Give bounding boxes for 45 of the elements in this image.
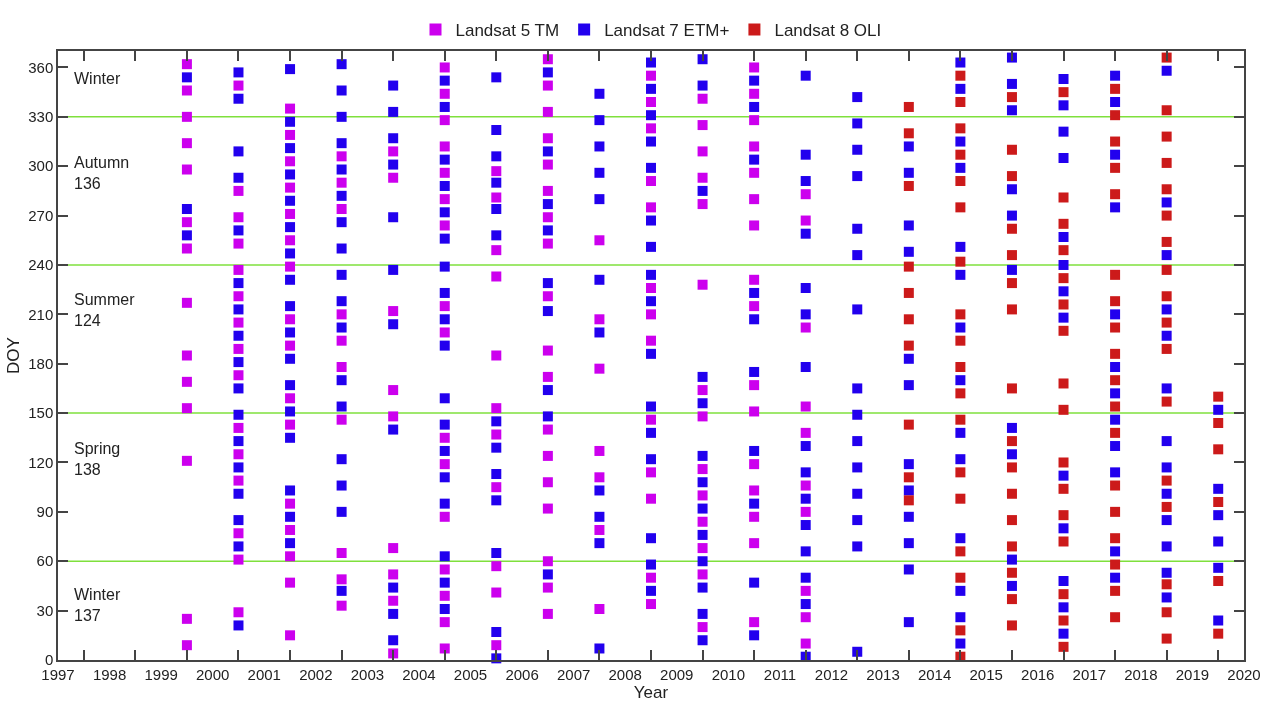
x-tick-label: 1998: [92, 665, 127, 683]
legend-label: Landsat 7 ETM+: [604, 21, 730, 41]
x-tick-label: 2008: [608, 665, 642, 683]
x-tick-label: 2017: [1072, 665, 1106, 683]
y-tick-label: 180: [28, 354, 54, 372]
x-tick-label: 2019: [1175, 665, 1210, 683]
y-tick-label: 120: [28, 453, 54, 471]
x-tick-label: 2020: [1227, 665, 1261, 683]
annotation: Winter 137: [74, 586, 121, 624]
y-tick-label: 210: [28, 305, 54, 323]
x-tick-label: 2011: [763, 665, 797, 683]
annotation: Summer 124: [74, 291, 136, 329]
y-tick-label: 330: [28, 108, 54, 126]
y-tick-label: 30: [36, 601, 54, 619]
y-tick-label: 360: [28, 58, 54, 76]
annotation: Winter: [74, 70, 121, 87]
x-tick-label: 2010: [711, 665, 746, 683]
x-tick-label: 2000: [196, 665, 230, 683]
x-tick-label: 2012: [814, 665, 849, 683]
x-tick-label: 2015: [969, 665, 1003, 683]
y-tick-label: 240: [28, 256, 54, 274]
y-tick-label: 90: [36, 503, 54, 521]
x-tick-label: 2014: [917, 665, 952, 683]
x-axis-title: Year: [633, 682, 669, 702]
x-tick-label: 2004: [402, 665, 436, 683]
y-tick-label: 270: [28, 206, 54, 224]
y-tick-label: 150: [28, 404, 54, 422]
x-tick-label: 2006: [505, 665, 539, 683]
x-tick-label: 2016: [1021, 665, 1055, 683]
legend-label: Landsat 8 OLI: [774, 21, 882, 41]
y-axis-title: DOY: [4, 337, 24, 374]
annotation: Spring 138: [74, 440, 121, 478]
x-tick-label: 2009: [660, 665, 694, 683]
x-tick-label: 2018: [1124, 665, 1158, 683]
x-tick-label: 2007: [556, 665, 591, 683]
legend-label: Landsat 5 TM: [455, 21, 560, 41]
y-tick-label: 60: [36, 552, 54, 570]
y-tick-label: 300: [28, 157, 54, 175]
x-tick-label: 2005: [453, 665, 488, 683]
x-tick-label: 1999: [144, 665, 178, 683]
x-tick-label: 2001: [247, 665, 281, 683]
annotation: Autumn 136: [74, 154, 130, 192]
x-tick-label: 2003: [350, 665, 385, 683]
x-tick-label: 2013: [866, 665, 900, 683]
x-tick-label: 2002: [299, 665, 333, 683]
